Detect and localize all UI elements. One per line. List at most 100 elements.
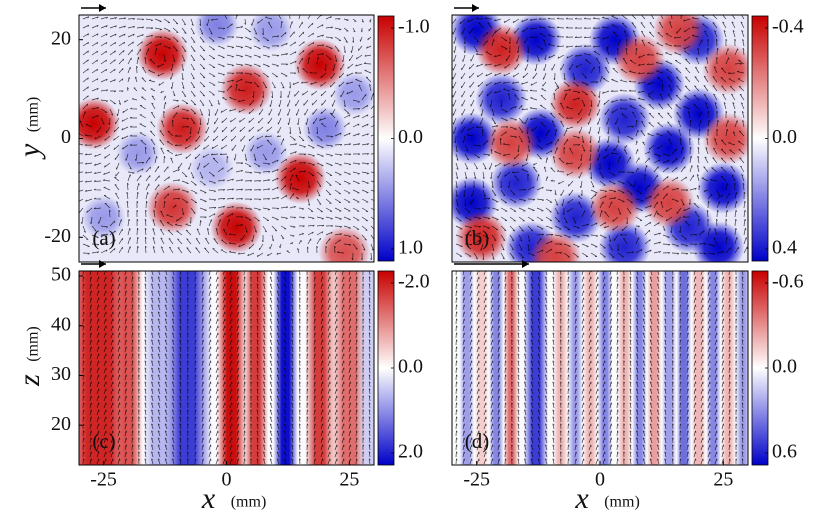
vortex — [652, 15, 705, 56]
heatmap-c — [79, 271, 374, 465]
vortex — [79, 97, 120, 150]
velocity-band — [503, 271, 519, 465]
velocity-band — [523, 271, 549, 465]
colorbar-mid-label: 0.0 — [398, 356, 423, 378]
vortex — [475, 72, 528, 125]
vortex — [116, 131, 160, 176]
velocity-band — [243, 271, 269, 465]
vortex — [643, 176, 696, 229]
vortex — [293, 38, 346, 91]
x-tick-label: 25 — [339, 469, 359, 491]
panel-label-a: (a) — [92, 226, 115, 250]
x-tick-label: -25 — [463, 469, 490, 491]
vortex — [189, 146, 234, 191]
vector-arrows — [82, 271, 371, 465]
reference-arrow-head — [99, 4, 106, 12]
x-axis-unit: (mm) — [604, 494, 640, 511]
y-axis-var: y — [13, 143, 46, 160]
heatmap-a — [79, 15, 374, 262]
heatmap-d — [452, 271, 748, 465]
vortex — [490, 156, 543, 209]
panel-frame — [451, 14, 749, 263]
colorbar-b: -0.4 0.0 0.4 — [751, 16, 804, 262]
vortex — [485, 117, 538, 170]
colorbar-mid-label: 0.0 — [772, 356, 797, 378]
y-axis-label-a: y (mm) — [13, 97, 46, 160]
velocity-band — [661, 271, 677, 465]
colorbar-c: -2.0 0.0 2.0 — [377, 271, 430, 466]
vortex — [332, 72, 374, 117]
vortex — [302, 106, 347, 151]
y-tick-label: 20 — [51, 27, 71, 49]
vortex — [697, 161, 748, 214]
x-tick-label: -25 — [90, 469, 117, 491]
x-axis-unit: (mm) — [231, 494, 267, 511]
vector-field — [82, 271, 371, 465]
y-axis-label-c: z (mm) — [13, 326, 46, 387]
vortex — [529, 231, 582, 262]
vortex — [81, 195, 126, 240]
colorbar-d: -0.6 0.0 0.6 — [751, 271, 804, 466]
colorbar-mid-label: 0.0 — [772, 126, 797, 148]
y-tick-label: 50 — [51, 264, 71, 286]
vortex — [598, 92, 651, 145]
reference-arrow-head — [522, 260, 529, 268]
vortex — [194, 15, 239, 47]
y-tick-label: 0 — [61, 126, 71, 148]
velocity-band — [567, 271, 583, 465]
vector-arrows — [452, 15, 748, 261]
vortex — [136, 28, 189, 81]
vortex — [146, 181, 199, 234]
colorbar-bottom-label: 0.4 — [772, 237, 797, 259]
colorbar-top-label: -0.6 — [772, 271, 804, 293]
colorbar-top-label: -0.4 — [772, 16, 804, 38]
velocity-band — [582, 271, 598, 465]
colorbar-mid-label: 0.0 — [398, 126, 423, 148]
y-tick-label: -20 — [44, 225, 71, 247]
y-axis-unit: (mm) — [25, 326, 42, 362]
vortex — [452, 112, 498, 165]
y-axis-unit: (mm) — [25, 97, 42, 133]
reference-arrow-head — [472, 4, 479, 12]
y-axis-var: z — [13, 374, 46, 387]
colorbar-top-label: -2.0 — [398, 271, 430, 293]
y-tick-label: 20 — [51, 413, 71, 435]
colorbar-a: -1.0 0.0 1.0 — [377, 16, 430, 262]
x-tick-label: 0 — [222, 469, 232, 491]
vortex — [210, 201, 263, 254]
velocity-band — [459, 271, 475, 465]
vector-field — [452, 15, 748, 261]
velocity-band — [720, 271, 736, 465]
vortex — [475, 23, 528, 76]
x-axis-var: x — [201, 482, 216, 513]
x-tick-label: 0 — [595, 469, 605, 491]
x-axis-var: x — [574, 482, 589, 513]
reference-arrow-head — [99, 260, 106, 268]
vortex — [549, 127, 602, 180]
vector-field — [455, 271, 744, 465]
colorbar-bottom-label: 2.0 — [398, 441, 423, 463]
x-tick-label: 25 — [713, 469, 733, 491]
colorbar-bottom-label: 1.0 — [398, 237, 423, 259]
panel-label-c: (c) — [92, 429, 115, 453]
vector-arrows — [455, 271, 744, 465]
vortex — [588, 181, 641, 234]
vortex — [220, 63, 273, 116]
heatmap-b — [452, 15, 748, 262]
y-tick-label: 40 — [51, 313, 71, 335]
panel-a: (a) -1.0 0.0 1.0 20 0 -20 y (mm) — [13, 4, 430, 263]
velocity-band — [617, 271, 633, 465]
vortex — [243, 131, 288, 176]
vortex — [702, 112, 748, 165]
colorbar-bottom-label: 0.6 — [772, 441, 797, 463]
velocity-band — [162, 271, 212, 465]
vortex — [156, 102, 209, 155]
y-tick-label: 30 — [51, 363, 71, 385]
velocity-band — [676, 271, 692, 465]
vortex — [702, 43, 748, 96]
colorbar-top-label: -1.0 — [398, 16, 430, 38]
velocity-band — [646, 271, 662, 465]
vortex — [692, 221, 745, 262]
velocity-band — [113, 271, 143, 465]
